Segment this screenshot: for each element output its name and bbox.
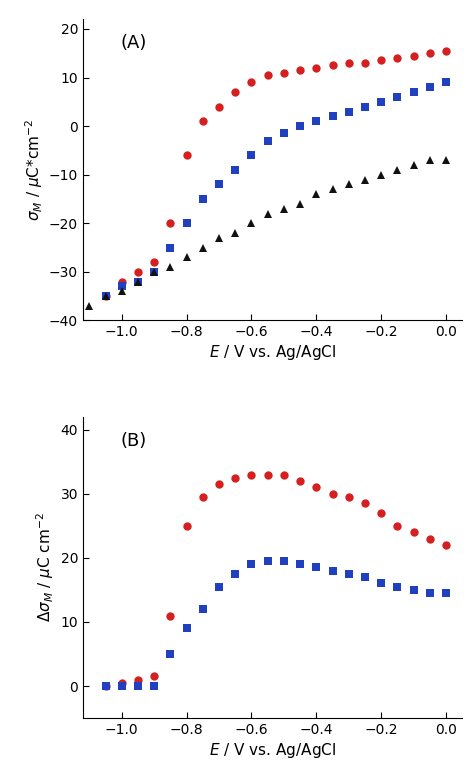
Text: (B): (B) xyxy=(121,432,147,450)
Text: (A): (A) xyxy=(121,35,147,52)
X-axis label: $E$ / V vs. Ag/AgCl: $E$ / V vs. Ag/AgCl xyxy=(209,343,336,362)
Y-axis label: $\Delta\sigma_M$ / $\mu$C cm$^{-2}$: $\Delta\sigma_M$ / $\mu$C cm$^{-2}$ xyxy=(35,512,56,622)
X-axis label: $E$ / V vs. Ag/AgCl: $E$ / V vs. Ag/AgCl xyxy=(209,741,336,760)
Y-axis label: $\sigma_M$ / $\mu$C*cm$^{-2}$: $\sigma_M$ / $\mu$C*cm$^{-2}$ xyxy=(23,119,45,221)
